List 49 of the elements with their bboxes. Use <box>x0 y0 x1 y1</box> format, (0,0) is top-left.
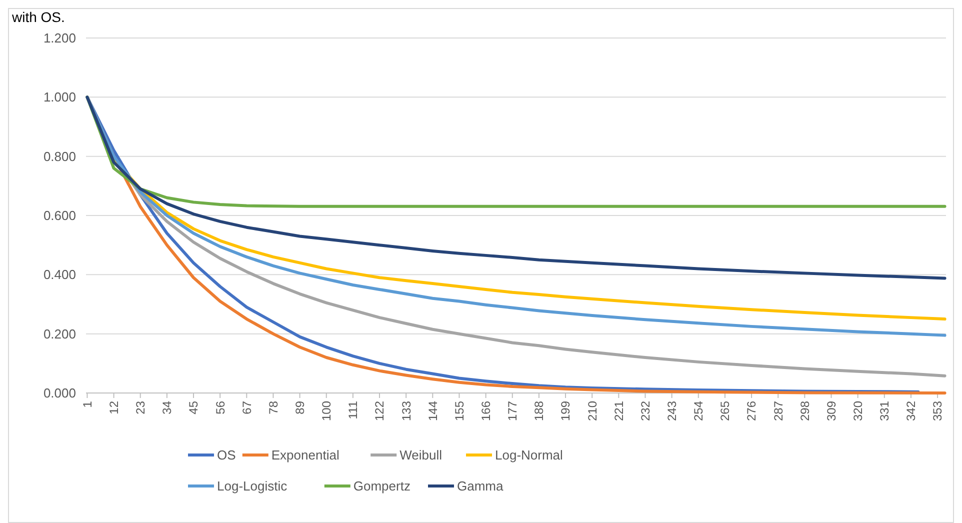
x-tick-label: 23 <box>134 400 148 414</box>
legend-label: Exponential <box>271 448 340 463</box>
legend-label: Weibull <box>400 448 442 463</box>
x-tick-label: 276 <box>744 400 759 422</box>
x-tick-label: 34 <box>160 400 174 414</box>
x-tick-label: 166 <box>479 400 494 422</box>
legend-label: Gamma <box>457 478 504 494</box>
x-tick-label: 342 <box>904 400 918 422</box>
x-tick-label: 133 <box>399 400 414 422</box>
x-tick-label: 155 <box>452 400 466 422</box>
line-series <box>86 96 946 280</box>
y-tick-label: 0.000 <box>43 386 76 401</box>
y-tick-label: 1.000 <box>43 90 76 105</box>
x-tick-label: 331 <box>878 400 892 422</box>
x-tick-label: 254 <box>692 400 706 422</box>
x-tick-label: 111 <box>346 400 360 420</box>
x-tick-label: 298 <box>798 400 812 422</box>
legend-label: Gompertz <box>353 478 410 494</box>
x-tick-label: 221 <box>612 400 626 422</box>
x-tick-label: 89 <box>292 400 307 414</box>
x-tick-label: 188 <box>532 400 546 422</box>
x-tick-label: 243 <box>665 400 680 422</box>
x-tick-label: 78 <box>266 400 280 414</box>
text: with OS. <box>11 9 65 25</box>
x-tick-label: 45 <box>186 400 201 414</box>
legend-label: Log-Logistic <box>217 478 288 494</box>
y-tick-label: 0.400 <box>43 267 76 282</box>
x-tick-label: 287 <box>771 400 786 422</box>
x-tick-label: 177 <box>506 400 520 422</box>
x-tick-label: 100 <box>320 400 334 422</box>
x-tick-label: 122 <box>372 400 387 422</box>
x-tick-label: 144 <box>426 400 440 422</box>
y-tick-label: 1.200 <box>43 30 76 46</box>
x-tick-label: 320 <box>851 400 866 422</box>
legend-label: Log-Normal <box>495 448 564 463</box>
x-tick-label: 210 <box>585 400 600 422</box>
x-tick-label: 12 <box>106 400 121 414</box>
y-tick-label: 0.200 <box>43 326 76 342</box>
x-tick-label: 353 <box>930 400 945 422</box>
y-tick-label: 0.800 <box>43 148 76 164</box>
x-tick-label: 309 <box>824 400 838 422</box>
x-tick-label: 199 <box>558 400 573 422</box>
y-tick-label: 0.600 <box>43 208 76 224</box>
x-tick-label: 265 <box>718 400 732 422</box>
legend-label: OS <box>217 448 236 463</box>
x-tick-label: 1 <box>80 400 94 408</box>
x-tick-label: 56 <box>213 400 228 414</box>
x-tick-label: 67 <box>240 400 254 414</box>
x-tick-label: 232 <box>638 400 652 422</box>
